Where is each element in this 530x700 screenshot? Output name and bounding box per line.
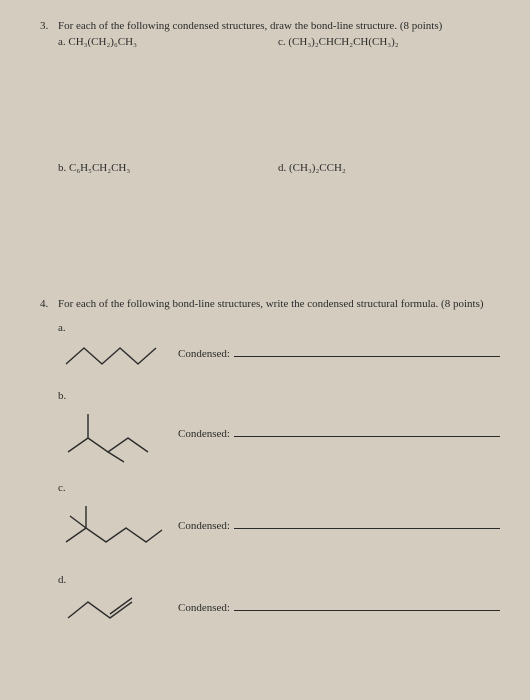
q3-d-formula: (CH₃)₂CCH₂	[289, 162, 346, 174]
q3-number: 3.	[40, 20, 58, 32]
q3-gap-2	[58, 178, 500, 288]
q4-header: 4. For each of the following bond-line s…	[40, 298, 500, 310]
q4-b-underline	[234, 435, 500, 437]
q3-prompt: For each of the following condensed stru…	[58, 20, 500, 32]
q3-d: d. (CH₃)₂CCH₂	[278, 162, 500, 174]
q4-d-content: Condensed:	[58, 588, 500, 628]
q4-a-cond-label: Condensed:	[178, 348, 230, 360]
q3-a-label: a.	[58, 36, 66, 48]
q4-b-cond-label: Condensed:	[178, 428, 230, 440]
question-4: 4. For each of the following bond-line s…	[40, 298, 500, 628]
q3-c: c. (CH₃)₂CHCH₂CH(CH₃)₂	[278, 36, 500, 48]
q4-d-structure	[58, 588, 178, 628]
q4-a-answer: Condensed:	[178, 348, 500, 360]
question-3: 3. For each of the following condensed s…	[40, 20, 500, 288]
q4-b-structure	[58, 404, 178, 464]
q4-prompt: For each of the following bond-line stru…	[58, 298, 500, 310]
q4-c-underline	[234, 527, 500, 529]
q4-d-label: d.	[58, 574, 500, 586]
q3-a-formula: CH₃(CH₂)₆CH₃	[68, 36, 137, 48]
q3-b: b. C₆H₅CH₂CH₃	[58, 162, 278, 174]
q4-a-content: Condensed:	[58, 336, 500, 372]
q3-c-formula: (CH₃)₂CHCH₂CH(CH₃)₂	[288, 36, 398, 48]
q3-b-label: b.	[58, 162, 66, 174]
q4-c-structure	[58, 496, 178, 556]
q4-d-answer: Condensed:	[178, 602, 500, 614]
q4-d-cond-label: Condensed:	[178, 602, 230, 614]
q4-number: 4.	[40, 298, 58, 310]
q3-c-label: c.	[278, 36, 286, 48]
q4-b-answer: Condensed:	[178, 428, 500, 440]
q4-c-cond-label: Condensed:	[178, 520, 230, 532]
q4-c-content: Condensed:	[58, 496, 500, 556]
q4-b-content: Condensed:	[58, 404, 500, 464]
q4-a-label: a.	[58, 322, 500, 334]
q3-header: 3. For each of the following condensed s…	[40, 20, 500, 32]
q3-row-ac: a. CH₃(CH₂)₆CH₃ c. (CH₃)₂CHCH₂CH(CH₃)₂	[58, 36, 500, 48]
page: 3. For each of the following condensed s…	[0, 0, 530, 666]
q3-b-formula: C₆H₅CH₂CH₃	[69, 162, 130, 174]
q4-a-underline	[234, 355, 500, 357]
q3-a: a. CH₃(CH₂)₆CH₃	[58, 36, 278, 48]
q4-d-underline	[234, 609, 500, 611]
q3-subparts: a. CH₃(CH₂)₆CH₃ c. (CH₃)₂CHCH₂CH(CH₃)₂ b…	[58, 36, 500, 288]
q4-c-label: c.	[58, 482, 500, 494]
q3-row-bd: b. C₆H₅CH₂CH₃ d. (CH₃)₂CCH₂	[58, 162, 500, 174]
q4-a-structure	[58, 336, 178, 372]
q3-d-label: d.	[278, 162, 286, 174]
q4-b-label: b.	[58, 390, 500, 402]
q4-subparts: a. Condensed: b.	[58, 322, 500, 628]
q4-c-answer: Condensed:	[178, 520, 500, 532]
q3-gap-1	[58, 52, 500, 162]
